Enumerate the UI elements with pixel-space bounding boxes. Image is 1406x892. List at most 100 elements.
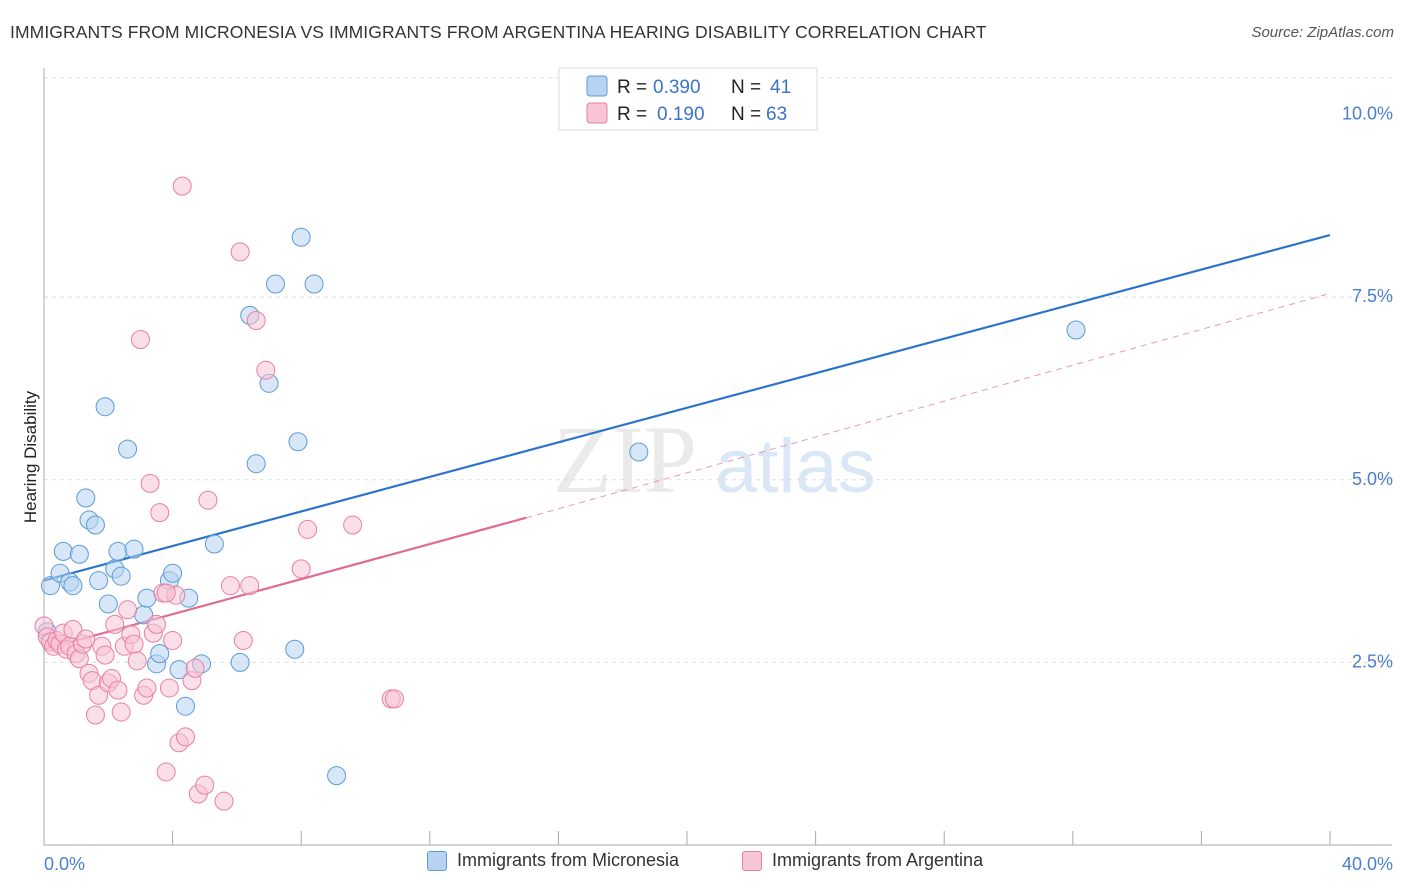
point-argentina (256, 360, 276, 380)
point-argentina (111, 702, 131, 722)
point-argentina (172, 176, 192, 196)
point-argentina (246, 311, 266, 331)
point-argentina (214, 791, 234, 811)
data-points (34, 176, 1086, 811)
point-micronesia (53, 541, 73, 561)
trend-lines (43, 233, 1331, 651)
legend-n-label-argentina: N = (731, 104, 761, 125)
point-argentina (147, 614, 167, 634)
point-micronesia (98, 594, 118, 614)
point-micronesia (89, 571, 109, 591)
point-argentina (130, 330, 150, 350)
legend-r-value-argentina: 0.190 (657, 104, 705, 125)
point-argentina (105, 614, 125, 634)
point-argentina (185, 658, 205, 678)
point-micronesia (204, 534, 224, 554)
point-micronesia (150, 644, 170, 664)
point-micronesia (108, 541, 128, 561)
point-micronesia (327, 766, 347, 786)
y-axis-label: Hearing Disability (21, 390, 40, 523)
bottom-legend-label-argentina: Immigrants from Argentina (772, 850, 984, 870)
watermark-zip: ZIP (553, 406, 697, 513)
legend-n-value-argentina: 63 (766, 104, 787, 125)
point-micronesia (63, 576, 83, 596)
point-argentina (150, 503, 170, 523)
point-argentina (108, 680, 128, 700)
legend-n-value-micronesia: 41 (770, 77, 791, 98)
point-micronesia (163, 563, 183, 583)
point-argentina (233, 630, 253, 650)
point-micronesia (288, 432, 308, 452)
point-micronesia (69, 544, 89, 564)
point-argentina (291, 559, 311, 579)
point-argentina (63, 620, 83, 640)
chart-source: Source: ZipAtlas.com (1251, 24, 1394, 41)
y-tick-label: 7.5% (1352, 286, 1393, 306)
point-argentina (118, 600, 138, 620)
y-tick-label: 2.5% (1352, 651, 1393, 671)
chart-title: IMMIGRANTS FROM MICRONESIA VS IMMIGRANTS… (10, 22, 987, 42)
point-micronesia (1066, 320, 1086, 340)
x-tick-label: 40.0% (1342, 854, 1393, 874)
point-micronesia (629, 442, 649, 462)
bottom-legend: Immigrants from Micronesia Immigrants fr… (0, 850, 1406, 880)
legend-n-label-micronesia: N = (731, 77, 761, 98)
legend-r-label-argentina: R = (617, 104, 647, 125)
point-micronesia (137, 588, 157, 608)
legend-swatch-argentina (586, 102, 608, 124)
point-argentina (156, 583, 176, 603)
point-micronesia (304, 274, 324, 294)
point-argentina (127, 651, 147, 671)
point-micronesia (111, 566, 131, 586)
legend-r-value-micronesia: 0.390 (653, 77, 701, 98)
point-argentina (95, 645, 115, 665)
bottom-legend-swatch-argentina (742, 850, 762, 871)
point-argentina (298, 519, 318, 539)
point-micronesia (230, 652, 250, 672)
point-micronesia (95, 397, 115, 417)
point-argentina (230, 242, 250, 262)
legend-r-label-micronesia: R = (617, 77, 647, 98)
bottom-legend-item-argentina: Immigrants from Argentina (742, 850, 983, 871)
point-micronesia (291, 227, 311, 247)
point-argentina (343, 515, 363, 535)
legend-swatch-micronesia (586, 75, 608, 97)
bottom-legend-swatch-micronesia (427, 850, 447, 871)
point-argentina (159, 678, 179, 698)
point-argentina (240, 576, 260, 596)
point-micronesia (124, 539, 144, 559)
point-argentina (85, 705, 105, 725)
trend-line-argentina-extended (526, 293, 1331, 519)
axes (43, 68, 1392, 846)
watermark-atlas: atlas (715, 424, 876, 509)
bottom-legend-item-micronesia: Immigrants from Micronesia (427, 850, 679, 871)
point-micronesia (246, 454, 266, 474)
bottom-legend-label-micronesia: Immigrants from Micronesia (457, 850, 680, 870)
trend-line-argentina (43, 516, 527, 651)
grid-lines (44, 77, 1392, 663)
tick-labels: 2.5% 5.0% 7.5% 10.0% 0.0% 40.0% (44, 104, 1393, 874)
point-argentina (156, 762, 176, 782)
point-micronesia (285, 639, 305, 659)
point-argentina (198, 490, 218, 510)
point-argentina (175, 727, 195, 747)
point-argentina (140, 473, 160, 493)
y-tick-label: 5.0% (1352, 469, 1393, 489)
point-micronesia (265, 274, 285, 294)
point-argentina (163, 630, 183, 650)
y-tick-label: 10.0% (1342, 104, 1393, 124)
point-argentina (76, 629, 96, 649)
point-argentina (137, 678, 157, 698)
point-micronesia (175, 696, 195, 716)
point-argentina (384, 689, 404, 709)
point-argentina (195, 775, 215, 795)
point-micronesia (76, 488, 96, 508)
point-argentina (124, 634, 144, 654)
stats-legend: R = 0.390 N = 41 R = 0.190 N = 63 (558, 67, 818, 131)
point-micronesia (118, 439, 138, 459)
trend-line-micronesia (43, 233, 1331, 582)
point-micronesia (85, 515, 105, 535)
x-tick-label: 0.0% (44, 854, 85, 874)
point-argentina (220, 576, 240, 596)
